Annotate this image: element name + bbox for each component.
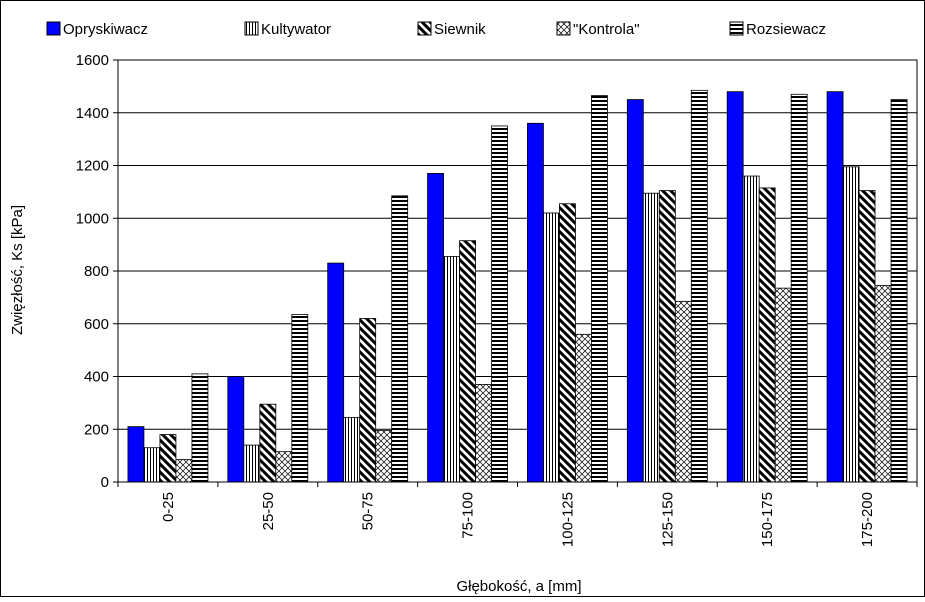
bar-opryskiwacz-75-100 [427, 173, 444, 483]
bar-opryskiwacz-100-125 [527, 122, 544, 483]
y-tick-label: 0 [101, 474, 109, 491]
bar-rozsiewacz-125-150 [690, 89, 708, 483]
bar-kultywator-50-75 [343, 416, 361, 483]
bar-kultywator-125-150 [642, 192, 660, 483]
bar-siewnik-25-50 [259, 403, 277, 483]
bar-siewnik-75-100 [459, 240, 476, 483]
bar-kontrola-100-125 [575, 333, 592, 483]
bar-rozsiewacz-75-100 [491, 125, 508, 483]
bar-kultywator-0-25 [143, 447, 161, 483]
legend-swatch [417, 21, 432, 36]
bar-kontrola-150-175 [774, 287, 792, 483]
bar-kontrola-175-200 [874, 285, 892, 483]
bar-rozsiewacz-0-25 [191, 373, 209, 483]
bar-siewnik-150-175 [758, 187, 776, 483]
bar-rozsiewacz-150-175 [790, 93, 808, 483]
legend-label: Opryskiwacz [63, 21, 148, 38]
bar-siewnik-125-150 [658, 190, 676, 483]
legend-swatch [729, 21, 744, 36]
bar-opryskiwacz-50-75 [327, 262, 345, 483]
bar-siewnik-0-25 [159, 434, 177, 483]
bar-kontrola-125-150 [674, 300, 692, 483]
bar-kultywator-100-125 [543, 212, 560, 483]
bar-kultywator-75-100 [443, 256, 460, 483]
bar-siewnik-175-200 [858, 190, 876, 483]
legend-swatch [556, 21, 571, 36]
bar-kultywator-175-200 [842, 166, 860, 483]
legend-label: Siewnik [434, 21, 486, 38]
bar-opryskiwacz-0-25 [127, 426, 145, 483]
bar-kontrola-50-75 [375, 430, 393, 483]
bars [127, 89, 908, 483]
bar-rozsiewacz-175-200 [890, 99, 908, 483]
bar-kontrola-75-100 [475, 384, 492, 483]
x-tick-label: 150-175 [759, 492, 776, 547]
bar-siewnik-50-75 [359, 318, 377, 483]
y-tick-label: 400 [84, 369, 109, 386]
y-tick-label: 1600 [76, 52, 109, 69]
y-tick-label: 1400 [76, 105, 109, 122]
x-tick-label: 0-25 [160, 492, 177, 522]
y-tick-label: 200 [84, 421, 109, 438]
legend-swatch [46, 21, 61, 36]
y-tick-label: 1000 [76, 210, 109, 227]
bar-opryskiwacz-175-200 [826, 91, 844, 483]
bar-kontrola-0-25 [175, 459, 193, 483]
x-tick-label: 50-75 [360, 492, 377, 530]
bar-siewnik-100-125 [559, 203, 576, 483]
plot-area-border [117, 59, 918, 483]
y-tick-label: 800 [84, 263, 109, 280]
y-axis-title: Zwięzłość, Ks [kPa] [9, 205, 26, 335]
y-tick-label: 1200 [76, 158, 109, 175]
y-tick-label: 600 [84, 316, 109, 333]
legend-label: Rozsiewacz [746, 21, 826, 38]
x-tick-label: 25-50 [260, 492, 277, 530]
x-tick-label: 75-100 [460, 492, 477, 539]
x-tick-label: 175-200 [859, 492, 876, 547]
bar-opryskiwacz-25-50 [227, 376, 245, 483]
bar-rozsiewacz-100-125 [591, 95, 608, 483]
axes [113, 59, 918, 487]
bar-rozsiewacz-50-75 [391, 195, 409, 483]
legend-swatch [244, 21, 259, 36]
bar-opryskiwacz-125-150 [626, 99, 644, 483]
bar-rozsiewacz-25-50 [291, 314, 309, 483]
bar-kultywator-150-175 [742, 175, 760, 483]
legend: Opryskiwacz Kultywator Siewnik "Kontrola" Ro… [46, 21, 826, 38]
x-axis-title: Głębokość, a [mm] [456, 578, 581, 595]
legend-label: Kultywator [261, 21, 331, 38]
tick-labels: 0 200 400 600 800 1000 1200 1400 1600 0-25 25-50 50… [76, 52, 876, 547]
bar-opryskiwacz-150-175 [726, 91, 744, 483]
legend-label: "Kontrola" [573, 21, 640, 38]
x-tick-label: 125-150 [659, 492, 676, 547]
x-tick-label: 100-125 [559, 492, 576, 547]
bar-kultywator-25-50 [243, 444, 261, 483]
bar-kontrola-25-50 [275, 451, 293, 483]
